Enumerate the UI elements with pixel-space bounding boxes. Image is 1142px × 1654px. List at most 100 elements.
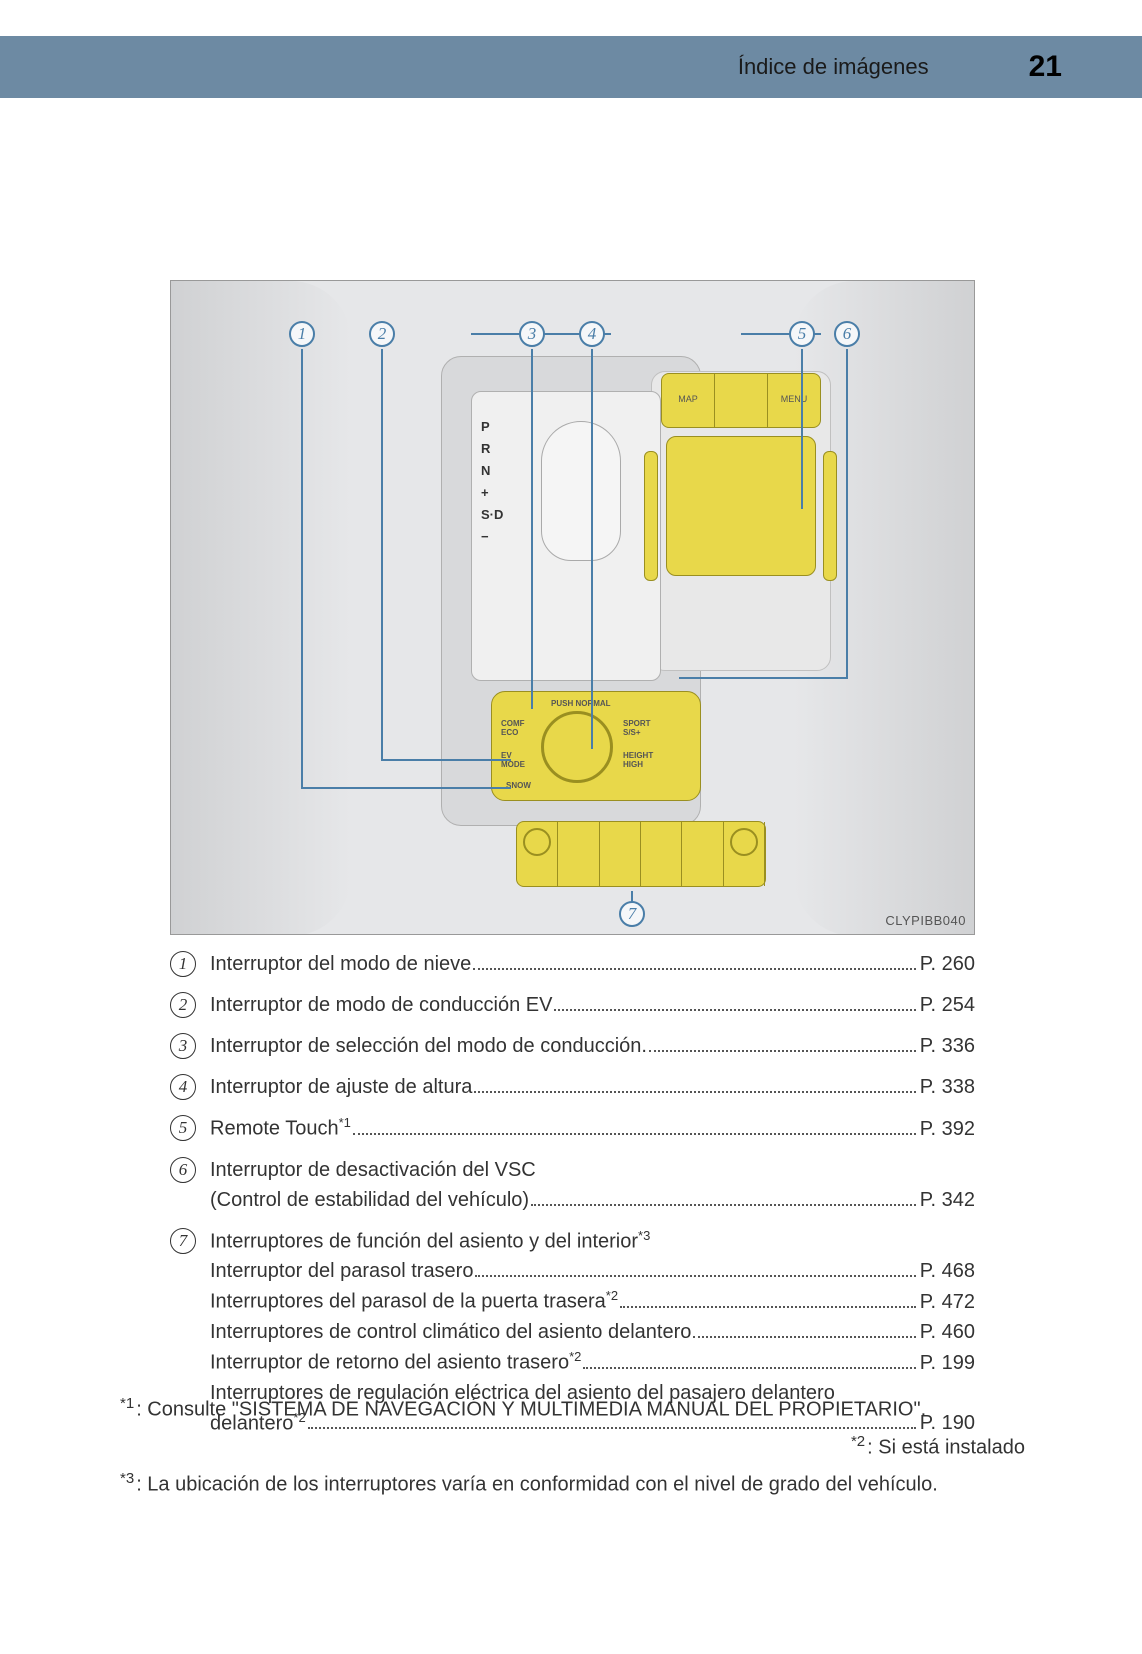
index-7-child-0-page: P. 468: [920, 1256, 975, 1286]
footnote-3-text: : La ubicación de los interruptores varí…: [136, 1474, 938, 1496]
index-sup-5: *1: [339, 1115, 351, 1130]
leader-dots: [693, 1336, 915, 1338]
mode-normal-label: PUSH NORMAL: [551, 699, 611, 708]
footnote-2-text: : Si está instalado: [867, 1436, 1025, 1458]
leader-2b: [381, 759, 511, 761]
index-num-5: 5: [170, 1115, 196, 1141]
leader-dots: [531, 1204, 916, 1206]
page-number: 21: [1029, 50, 1062, 84]
drive-mode-dial: [541, 711, 613, 783]
index-num-3: 3: [170, 1033, 196, 1059]
index-sup-7: *3: [638, 1228, 650, 1243]
index-7-child-1-page: P. 472: [920, 1287, 975, 1317]
callout-6: 6: [834, 321, 860, 347]
index-label-4: Interruptor de ajuste de altura: [210, 1072, 472, 1102]
index-row-5: 5 Remote Touch*1 P. 392: [170, 1113, 975, 1144]
index-label-5: Remote Touch*1: [210, 1113, 351, 1144]
nav-back-button: [715, 374, 768, 427]
seat-dial-left: [523, 828, 551, 856]
seat-button-4: [682, 822, 723, 886]
remote-touch-pad: [666, 436, 816, 576]
index-list: 1 Interruptor del modo de nieve P. 260 2…: [170, 949, 975, 1438]
index-page-6: P. 342: [920, 1185, 975, 1215]
index-page-3: P. 336: [920, 1031, 975, 1061]
mode-height-label: HEIGHT HIGH: [623, 751, 653, 769]
index-label-3: Interruptor de selección del modo de con…: [210, 1031, 647, 1061]
index-num-4: 4: [170, 1074, 196, 1100]
index-label-2: Interruptor de modo de conducción EV: [210, 990, 552, 1020]
leader-dots: [475, 1275, 915, 1277]
mode-comf-label: COMF ECO: [501, 719, 525, 737]
index-sublabel-6: (Control de estabilidad del vehículo): [210, 1185, 529, 1215]
seat-dial-right: [730, 828, 758, 856]
nav-menu-button: MENU: [768, 374, 820, 427]
index-num-6: 6: [170, 1157, 196, 1183]
index-num-1: 1: [170, 951, 196, 977]
armrest-left: [171, 281, 351, 935]
index-label-6: Interruptor de desactivación del VSC: [210, 1155, 975, 1185]
page-content: P R N + S·D − MAP MENU PUSH NORMAL COMF …: [170, 280, 975, 1449]
leader-dots: [620, 1306, 916, 1308]
index-row-4: 4 Interruptor de ajuste de altura P. 338: [170, 1072, 975, 1102]
leader-6: [846, 349, 848, 679]
index-row-2: 2 Interruptor de modo de conducción EV P…: [170, 990, 975, 1020]
index-7-child-3-page: P. 199: [920, 1348, 975, 1378]
leader-3: [531, 349, 533, 709]
remote-touch-nav-buttons: MAP MENU: [661, 373, 821, 428]
remote-touch-left-button: [644, 451, 658, 581]
footnote-3: *3: La ubicación de los interruptores va…: [120, 1467, 1025, 1501]
index-page-2: P. 254: [920, 990, 975, 1020]
index-7-child-2-label: Interruptores de control climático del a…: [210, 1317, 691, 1347]
leader-dots: [554, 1009, 915, 1011]
index-page-4: P. 338: [920, 1072, 975, 1102]
index-page-1: P. 260: [920, 949, 975, 979]
index-7-child-0-label: Interruptor del parasol trasero: [210, 1256, 473, 1286]
footnote-1-text: : Consulte "SISTEMA DE NAVEGACIÓN Y MULT…: [136, 1399, 926, 1421]
leader-dots: [474, 1091, 915, 1093]
leader-dots: [353, 1133, 916, 1135]
seat-button-3: [641, 822, 682, 886]
leader-dots: [649, 1050, 916, 1052]
callout-3: 3: [519, 321, 545, 347]
index-num-7: 7: [170, 1228, 196, 1254]
callout-1: 1: [289, 321, 315, 347]
callout-2: 2: [369, 321, 395, 347]
leader-6b: [679, 677, 847, 679]
leader-1: [301, 349, 303, 789]
console-diagram: P R N + S·D − MAP MENU PUSH NORMAL COMF …: [170, 280, 975, 935]
header-band: Índice de imágenes 21: [0, 36, 1142, 98]
index-7-child-1-label: Interruptores del parasol de la puerta t…: [210, 1286, 618, 1317]
leader-dots: [583, 1367, 915, 1369]
nav-map-button: MAP: [662, 374, 715, 427]
seat-function-panel: [516, 821, 766, 887]
leader-5: [801, 349, 803, 509]
leader-dots: [473, 968, 915, 970]
index-label-7: Interruptores de función del asiento y d…: [210, 1226, 975, 1257]
footnote-1-label: *1: [120, 1395, 134, 1412]
diagram-code: CLYPIBB040: [885, 913, 966, 928]
index-page-5: P. 392: [920, 1114, 975, 1144]
footnote-1: *1: Consulte "SISTEMA DE NAVEGACIÓN Y MU…: [120, 1392, 1025, 1426]
index-label-1: Interruptor del modo de nieve: [210, 949, 471, 979]
footnote-3-label: *3: [120, 1470, 134, 1487]
index-7-child-3-label: Interruptor de retorno del asiento trase…: [210, 1347, 581, 1378]
callout-7: 7: [619, 901, 645, 927]
leader-1b: [301, 787, 511, 789]
seat-button-1: [558, 822, 599, 886]
leader-2: [381, 349, 383, 761]
footnote-2-label: *2: [851, 1433, 865, 1450]
remote-touch-right-button: [823, 451, 837, 581]
seat-button-2: [600, 822, 641, 886]
index-7-child-2-page: P. 460: [920, 1317, 975, 1347]
mode-sport-label: SPORT S/S+: [623, 719, 651, 737]
footnote-2: *2: Si está instalado: [120, 1430, 1025, 1464]
gear-position-labels: P R N + S·D −: [481, 416, 503, 548]
callout-5: 5: [789, 321, 815, 347]
index-num-2: 2: [170, 992, 196, 1018]
section-title: Índice de imágenes: [738, 54, 929, 80]
callout-4: 4: [579, 321, 605, 347]
gear-shift-knob: [541, 421, 621, 561]
index-row-3: 3 Interruptor de selección del modo de c…: [170, 1031, 975, 1061]
index-row-1: 1 Interruptor del modo de nieve P. 260: [170, 949, 975, 979]
leader-4: [591, 349, 593, 749]
